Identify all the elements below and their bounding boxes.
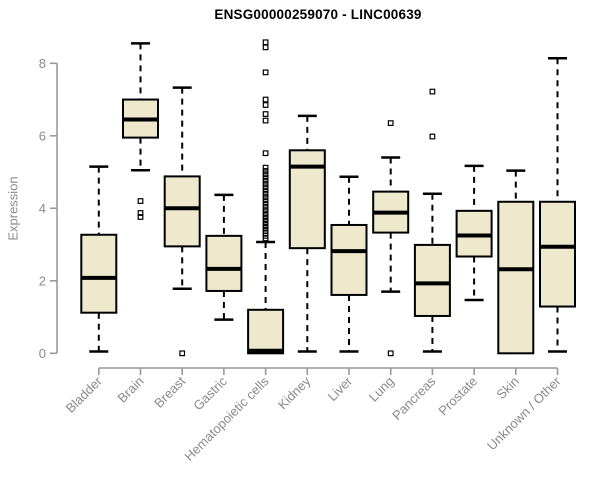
hematopoietic-cells-outlier (262, 177, 269, 184)
hematopoietic-cells-outlier (262, 164, 269, 171)
hematopoietic-cells-outlier (262, 197, 269, 204)
brain-outlier (137, 210, 144, 216)
x-category-label-skin: Skin (493, 374, 521, 402)
hematopoietic-cells-outlier (262, 171, 269, 178)
y-tick-label: 6 (39, 128, 46, 143)
hematopoietic-cells-outlier (262, 184, 269, 191)
hematopoietic-cells-outlier (262, 96, 269, 103)
lung-outlier (387, 350, 394, 357)
hematopoietic-cells-outlier (262, 219, 269, 225)
x-category-label-pancreas: Pancreas (389, 373, 439, 423)
liver-box (330, 223, 368, 296)
brain-outlier (137, 214, 144, 220)
y-tick-label: 8 (39, 56, 46, 71)
hematopoietic-cells-outlier (262, 194, 269, 200)
hematopoietic-cells-box (247, 308, 285, 355)
chart-title: ENSG00000259070 - LINC00639 (214, 7, 422, 22)
hematopoietic-cells-outlier (262, 168, 269, 174)
hematopoietic-cells-outlier (262, 203, 269, 210)
unknown-other-box (539, 200, 576, 308)
hematopoietic-cells-outlier (262, 190, 269, 197)
hematopoietic-cells-outlier (262, 210, 269, 217)
x-category-label-liver: Liver (325, 373, 356, 404)
hematopoietic-cells-outlier (262, 187, 269, 194)
x-category-label-gastric: Gastric (190, 373, 230, 413)
hematopoietic-cells-outlier (262, 224, 269, 231)
pancreas-outlier (429, 133, 436, 140)
x-category-label-breast: Breast (151, 373, 188, 410)
hematopoietic-cells-outlier (262, 200, 269, 207)
hematopoietic-cells-outlier (262, 69, 269, 76)
pancreas-box (413, 243, 451, 317)
hematopoietic-cells-outlier (262, 181, 269, 187)
hematopoietic-cells-outlier (262, 39, 269, 46)
hematopoietic-cells-outlier (262, 207, 269, 214)
x-category-label-brain: Brain (115, 374, 147, 406)
breast-outlier (179, 350, 186, 357)
hematopoietic-cells-outlier (262, 117, 269, 124)
x-category-label-unknown-other: Unknown / Other (484, 373, 564, 453)
y-tick-label: 0 (39, 346, 46, 361)
x-category-label-kidney: Kidney (275, 373, 314, 412)
y-tick-label: 4 (39, 201, 46, 216)
bladder-box (80, 233, 118, 314)
pancreas-outlier (429, 88, 436, 95)
hematopoietic-cells-outlier (262, 44, 269, 51)
y-tick-label: 2 (39, 273, 46, 288)
x-category-label-lung: Lung (366, 374, 397, 405)
skin-box (497, 200, 535, 355)
hematopoietic-cells-outlier (262, 235, 269, 242)
gastric-box (205, 234, 243, 292)
hematopoietic-cells-outlier (262, 111, 269, 117)
brain-outlier (137, 198, 144, 204)
hematopoietic-cells-outlier (262, 150, 269, 157)
hematopoietic-cells-outlier (262, 174, 269, 181)
hematopoietic-cells-outlier (262, 102, 269, 108)
x-category-label-prostate: Prostate (435, 374, 480, 419)
breast-box (163, 175, 201, 248)
lung-outlier (387, 120, 394, 127)
x-category-label-bladder: Bladder (63, 373, 106, 416)
